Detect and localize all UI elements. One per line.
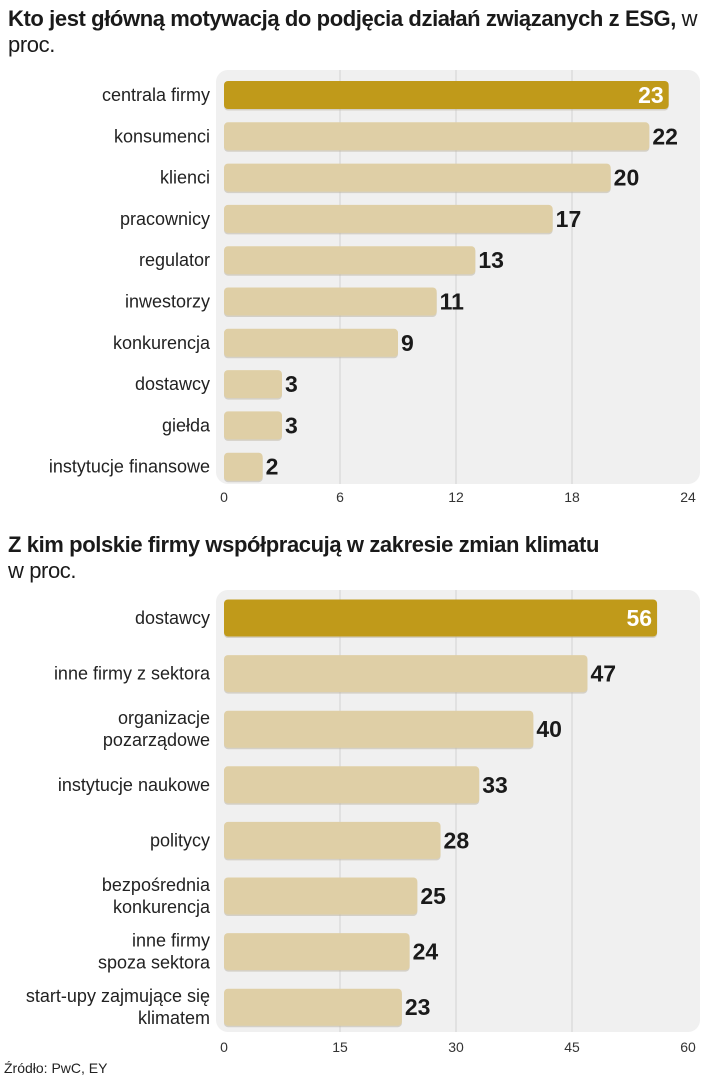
category-label: konkurencja	[113, 333, 211, 353]
data-label: 2	[266, 454, 279, 480]
bar	[224, 933, 410, 971]
category-label: klienci	[160, 168, 210, 188]
category-label: politycy	[150, 830, 210, 850]
data-label: 23	[638, 82, 664, 108]
bar	[224, 452, 263, 481]
bar	[224, 766, 480, 804]
chart-1-title-main: Kto jest główną motywacją do podjęcia dz…	[8, 6, 676, 31]
category-label: instytucje naukowe	[58, 775, 210, 795]
category-label: inwestorzy	[125, 292, 210, 312]
bar	[224, 370, 282, 399]
x-tick-label: 0	[220, 489, 228, 505]
data-label: 20	[614, 165, 640, 191]
data-label: 17	[556, 206, 582, 232]
data-label: 47	[590, 661, 616, 687]
x-tick-label: 60	[680, 1039, 696, 1055]
data-label: 11	[440, 289, 465, 315]
category-label: pracownicy	[120, 209, 210, 229]
category-label: giełda	[162, 415, 211, 435]
x-tick-label: 6	[336, 489, 344, 505]
category-label: instytucje finansowe	[49, 457, 210, 477]
bar	[224, 877, 418, 915]
data-label: 9	[401, 330, 414, 356]
data-label: 3	[285, 412, 298, 438]
data-label: 33	[482, 772, 508, 798]
bar	[224, 204, 553, 233]
chart-2-title-main: Z kim polskie firmy współpracują w zakre…	[8, 532, 599, 557]
plot-panel	[216, 590, 700, 1032]
category-label: organizacje	[118, 708, 210, 728]
chart-1-title: Kto jest główną motywacją do podjęcia dz…	[8, 6, 698, 58]
category-label: start-upy zajmujące się	[26, 986, 210, 1006]
data-label: 23	[405, 994, 431, 1020]
data-label: 22	[652, 123, 678, 149]
data-label: 28	[444, 827, 470, 853]
category-label: klimatem	[138, 1008, 210, 1028]
bar	[224, 710, 534, 748]
bar	[224, 599, 658, 637]
bar	[224, 821, 441, 859]
bar	[224, 246, 476, 275]
chart-1-title-unit: w proc.	[8, 6, 698, 57]
data-label: 56	[626, 605, 652, 631]
category-label: dostawcy	[135, 608, 210, 628]
bar	[224, 81, 669, 109]
bar	[224, 287, 437, 316]
data-label: 40	[536, 716, 562, 742]
x-tick-label: 30	[448, 1039, 464, 1055]
x-tick-label: 18	[564, 489, 580, 505]
bar	[224, 411, 282, 440]
category-label: bezpośrednia	[102, 875, 211, 895]
source-note: Źródło: PwC, EY	[4, 1060, 108, 1076]
category-label: inne firmy z sektora	[54, 664, 211, 684]
bar	[224, 988, 402, 1026]
chart-2-title-unit: w proc.	[8, 558, 77, 583]
category-label: konsumenci	[114, 126, 210, 146]
bar	[224, 655, 588, 693]
category-label: inne firmy	[132, 931, 210, 951]
category-label: pozarządowe	[103, 730, 210, 750]
category-label: spoza sektora	[98, 953, 211, 973]
x-tick-label: 15	[332, 1039, 348, 1055]
category-label: konkurencja	[113, 897, 211, 917]
category-label: regulator	[139, 250, 210, 270]
x-tick-label: 24	[680, 489, 696, 505]
bar	[224, 163, 611, 192]
category-label: centrala firmy	[102, 85, 210, 105]
data-label: 13	[478, 247, 504, 273]
climate-cooperation-bar-chart: 0 15 30 45 60 56 dostawcy 47 inne firmy z sektor…	[26, 590, 700, 1055]
x-tick-label: 12	[448, 489, 464, 505]
bar	[224, 122, 650, 151]
bar	[224, 328, 398, 357]
x-tick-label: 0	[220, 1039, 228, 1055]
data-label: 24	[413, 939, 439, 965]
chart-2-title: Z kim polskie firmy współpracują w zakre…	[8, 532, 698, 584]
data-label: 3	[285, 371, 298, 397]
category-label: dostawcy	[135, 374, 210, 394]
x-tick-label: 45	[564, 1039, 580, 1055]
data-label: 25	[420, 883, 446, 909]
